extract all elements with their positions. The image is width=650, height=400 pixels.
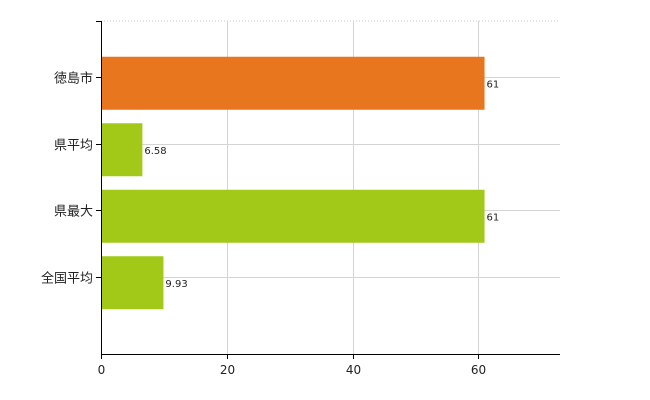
data-label: 61 — [487, 212, 500, 223]
y-category-label: 県最大 — [54, 205, 93, 220]
x-tick-label: 60 — [471, 363, 486, 377]
x-tick-label: 40 — [346, 363, 361, 377]
y-category-label: 全国平均 — [41, 271, 93, 287]
bar — [101, 256, 164, 310]
y-category-label: 県平均 — [54, 139, 93, 154]
data-label: 61 — [487, 79, 500, 90]
data-label: 6.58 — [144, 146, 166, 157]
bar — [101, 189, 485, 243]
data-label: 9.93 — [165, 279, 187, 290]
y-category-label: 徳島市 — [54, 71, 93, 87]
bar — [101, 123, 143, 177]
x-tick-label: 0 — [98, 363, 106, 377]
bar — [101, 56, 485, 110]
x-tick-label: 20 — [220, 363, 235, 377]
